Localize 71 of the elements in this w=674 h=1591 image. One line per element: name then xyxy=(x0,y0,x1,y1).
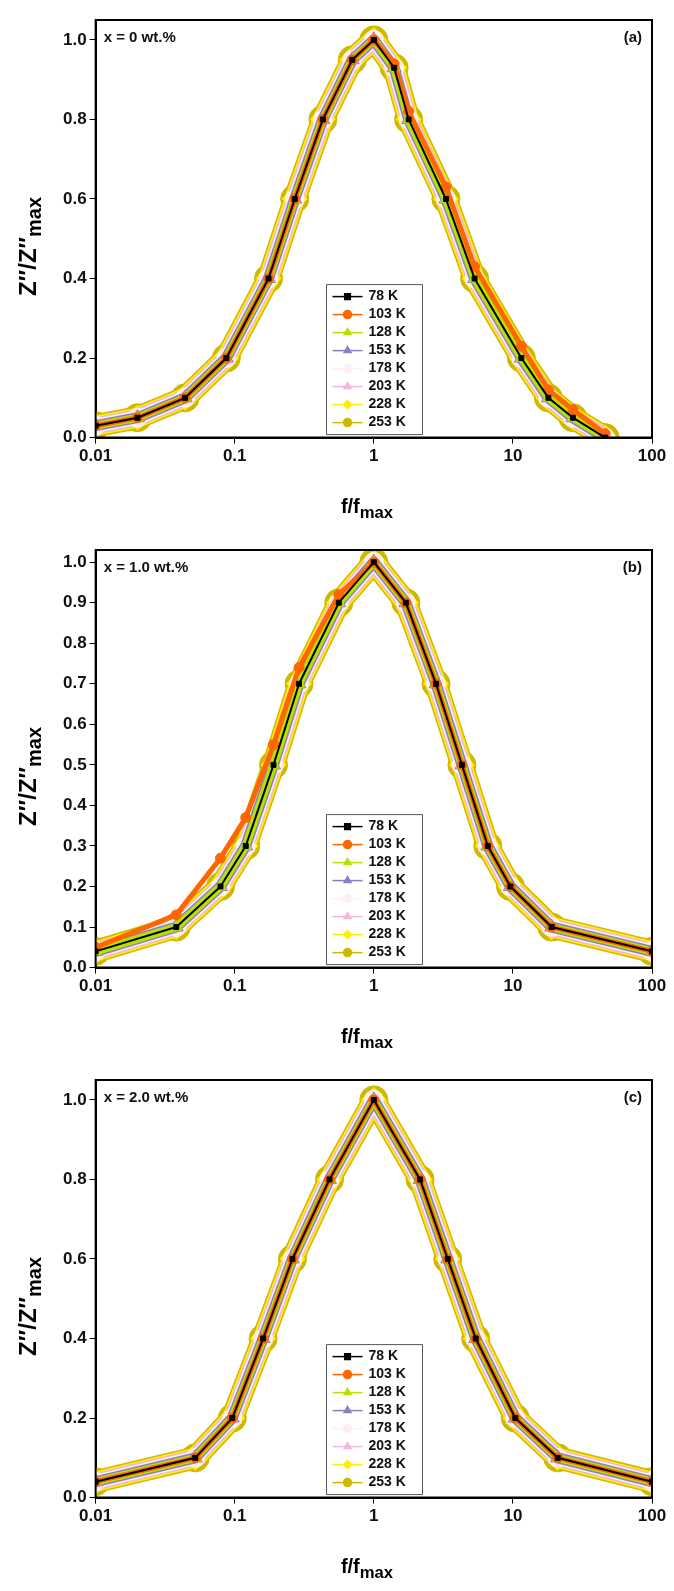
x-tick-label: 0.1 xyxy=(222,446,247,466)
x-tick-label: 100 xyxy=(637,976,667,996)
x-tick-label: 0.01 xyxy=(79,446,113,466)
legend-label: 203 K xyxy=(368,377,406,394)
y-tick-label: 0.8 xyxy=(62,632,87,652)
legend-label: 178 K xyxy=(368,1419,406,1436)
legend-label: 103 K xyxy=(368,305,406,322)
y-tick-label: 0.0 xyxy=(62,957,87,977)
y-tick-label: 0.9 xyxy=(62,592,87,612)
y-tick-label: 0.6 xyxy=(62,1248,87,1268)
y-tick-label: 0.6 xyxy=(62,714,87,734)
y-tick-label: 0.1 xyxy=(62,916,87,936)
legend-label: 253 K xyxy=(368,1473,406,1490)
y-tick-label: 0.2 xyxy=(62,1407,87,1427)
legend-label: 128 K xyxy=(368,853,406,870)
y-tick-label: 0.8 xyxy=(62,1169,87,1189)
legend-label: 78 K xyxy=(368,817,399,834)
legend-label: 103 K xyxy=(368,835,406,852)
legend-label: 203 K xyxy=(368,907,406,924)
x-tick-label: 10 xyxy=(503,1506,523,1526)
y-tick-label: 0.0 xyxy=(62,1487,87,1507)
y-tick-label: 0.7 xyxy=(62,673,87,693)
annotation: x = 0 wt.% xyxy=(103,27,176,45)
legend-label: 78 K xyxy=(368,1347,399,1364)
legend-label: 228 K xyxy=(368,1455,406,1472)
legend-label: 128 K xyxy=(368,1383,406,1400)
x-tick-label: 100 xyxy=(637,446,667,466)
legend-label: 178 K xyxy=(368,359,406,376)
annotation: (c) xyxy=(623,1087,642,1105)
x-tick-label: 1 xyxy=(369,1506,379,1526)
annotation: x = 2.0 wt.% xyxy=(103,1087,189,1105)
annotation: (b) xyxy=(622,557,642,575)
annotation: (a) xyxy=(623,27,642,45)
legend-label: 203 K xyxy=(368,1437,406,1454)
annotation: x = 1.0 wt.% xyxy=(103,557,189,575)
legend-label: 78 K xyxy=(368,287,399,304)
y-tick-label: 0.4 xyxy=(62,795,88,815)
y-tick-label: 0.2 xyxy=(62,347,87,367)
y-tick-label: 0.3 xyxy=(62,835,87,855)
y-tick-label: 0.8 xyxy=(62,109,87,129)
legend-label: 253 K xyxy=(368,943,406,960)
legend-label: 153 K xyxy=(368,341,406,358)
legend-label: 253 K xyxy=(368,413,406,430)
x-tick-label: 0.1 xyxy=(222,1506,247,1526)
y-tick-label: 0.4 xyxy=(62,268,88,288)
x-tick-label: 1 xyxy=(369,446,379,466)
x-tick-label: 10 xyxy=(503,446,523,466)
y-tick-label: 1.0 xyxy=(62,551,87,571)
legend-label: 153 K xyxy=(368,871,406,888)
y-tick-label: 1.0 xyxy=(62,29,87,49)
legend-label: 103 K xyxy=(368,1365,406,1382)
legend-label: 128 K xyxy=(368,323,406,340)
legend-label: 178 K xyxy=(368,889,406,906)
y-tick-label: 0.4 xyxy=(62,1328,88,1348)
y-tick-label: 0.5 xyxy=(62,754,87,774)
y-tick-label: 1.0 xyxy=(62,1089,87,1109)
x-tick-label: 0.1 xyxy=(222,976,247,996)
x-tick-label: 0.01 xyxy=(79,976,113,996)
x-tick-label: 100 xyxy=(637,1506,667,1526)
legend-label: 153 K xyxy=(368,1401,406,1418)
x-axis-title: f/f$_{max}$ xyxy=(339,1555,395,1583)
x-axis-title: f/f$_{max}$ xyxy=(339,495,395,523)
x-axis-title: f/f$_{max}$ xyxy=(339,1025,395,1053)
legend-label: 228 K xyxy=(368,925,406,942)
legend-label: 228 K xyxy=(368,395,406,412)
y-tick-label: 0.0 xyxy=(62,427,87,447)
y-tick-label: 0.6 xyxy=(62,188,87,208)
x-tick-label: 1 xyxy=(369,976,379,996)
x-tick-label: 10 xyxy=(503,976,523,996)
y-tick-label: 0.2 xyxy=(62,876,87,896)
x-tick-label: 0.01 xyxy=(79,1506,113,1526)
